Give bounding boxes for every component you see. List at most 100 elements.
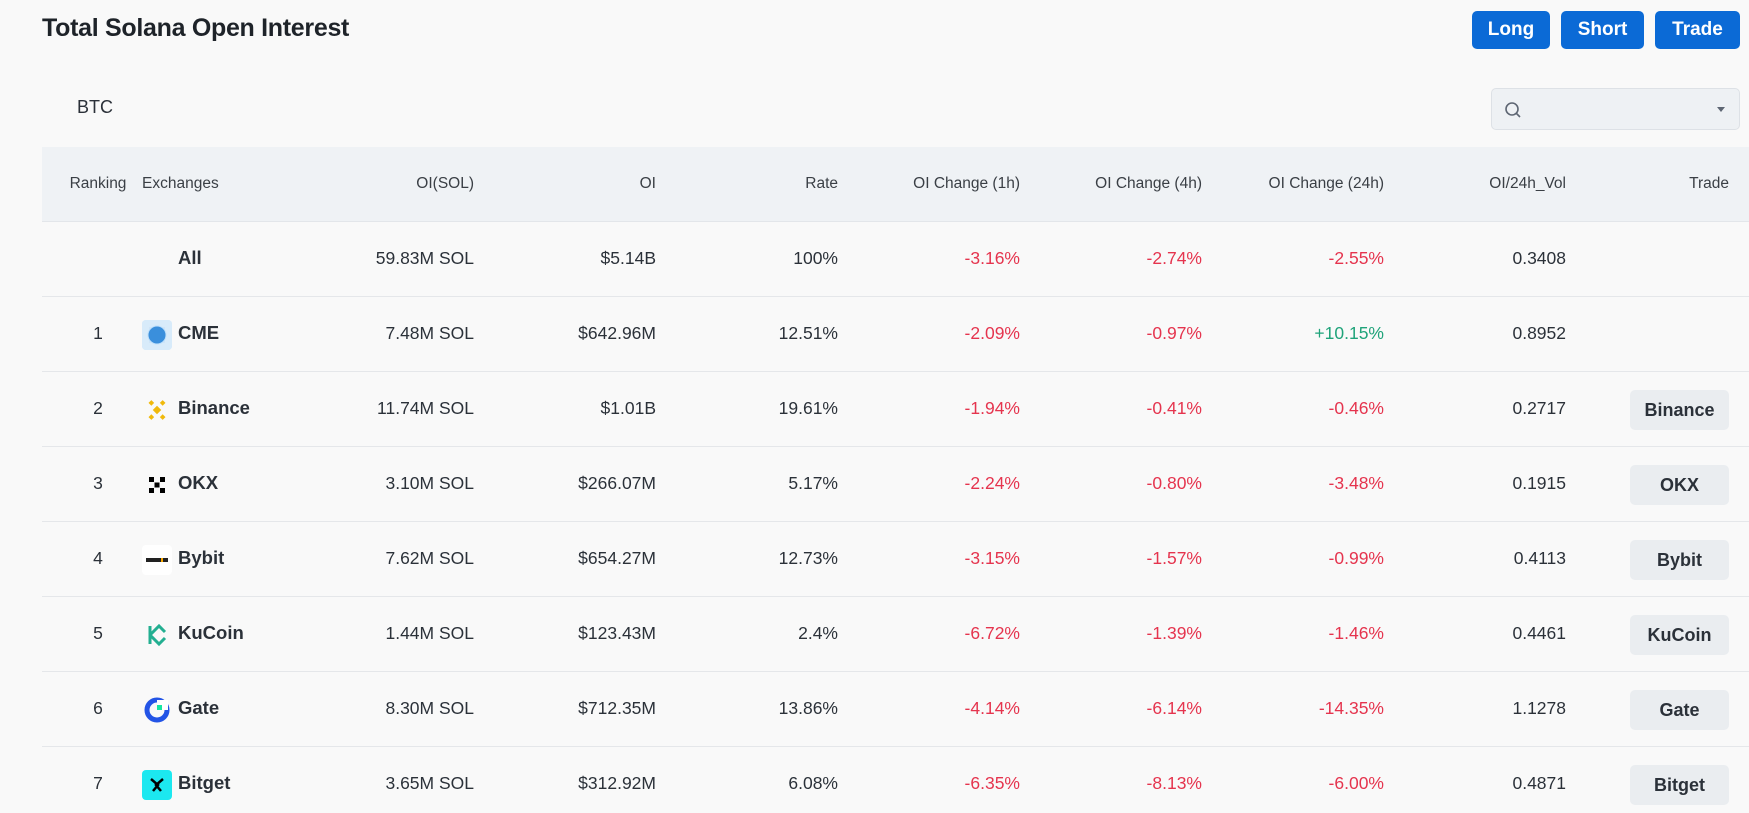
table-cell: -6.14%	[1146, 698, 1202, 718]
logo-graphic	[148, 400, 166, 420]
table-cell: -6.00%	[1328, 773, 1384, 793]
column-header: OI(SOL)	[416, 175, 474, 192]
table-cell: 0.2717	[1512, 398, 1566, 418]
table-cell: 7.62M SOL	[385, 548, 474, 568]
table-cell: -2.24%	[964, 473, 1020, 493]
table-cell: 7	[93, 773, 103, 793]
table-cell: $712.35M	[578, 698, 656, 718]
table-cell: 7.48M SOL	[385, 323, 474, 343]
exchange-name: Bitget	[178, 772, 231, 793]
table-header: Ranking Exchanges OI(SOL) OI Rate OI Change (…	[42, 147, 1749, 222]
table-cell: $654.27M	[578, 548, 656, 568]
exchange-logo	[142, 545, 172, 575]
trade-button[interactable]: Trade	[1655, 11, 1740, 49]
table-cell: -0.97%	[1146, 323, 1202, 343]
table-cell: 3.65M SOL	[385, 773, 474, 793]
table-cell: 11.74M SOL	[377, 398, 474, 418]
logo-graphic	[150, 778, 164, 792]
column-header: Trade	[1689, 175, 1729, 192]
table-cell: +10.15%	[1314, 323, 1384, 343]
exchange-name: Gate	[178, 697, 220, 718]
table-row: All 59.83M SOL $5.14B 100% -3.16% -2.74% -2.55…	[42, 222, 1749, 297]
table-cell: -1.39%	[1146, 623, 1202, 643]
column-header: Rate	[805, 175, 838, 192]
coin-tab[interactable]: BTC	[77, 97, 113, 117]
short-button[interactable]: Short	[1561, 11, 1644, 49]
column-header: OI Change (4h)	[1095, 175, 1202, 192]
table-cell: -6.35%	[964, 773, 1020, 793]
table-cell: 0.4461	[1512, 623, 1566, 643]
column-header: OI	[639, 175, 656, 192]
table-cell: 13.86%	[778, 698, 838, 718]
exchange-name: CME	[178, 322, 220, 343]
exchange-name: KuCoin	[178, 622, 244, 643]
exchange-name: Bybit	[178, 547, 225, 568]
column-header: OI Change (24h)	[1268, 175, 1384, 192]
trade-link-button[interactable]: OKX	[1630, 465, 1729, 505]
logo-graphic	[144, 557, 170, 563]
table-cell: $123.43M	[578, 623, 656, 643]
table-cell: 0.3408	[1512, 248, 1566, 268]
table-cell: -3.16%	[964, 248, 1020, 268]
coin-tabs: BTCETHSOLXRPHYPEDOGEBNBBCHADAXAUTSUILINK…	[42, 88, 1482, 130]
table-cell: -0.46%	[1328, 398, 1384, 418]
trade-link-button[interactable]: Binance	[1630, 390, 1729, 430]
column-header: Exchanges	[142, 175, 219, 192]
table-cell: $312.92M	[578, 773, 656, 793]
table-cell: 0.1915	[1512, 473, 1566, 493]
trade-link-button[interactable]: Gate	[1630, 690, 1729, 730]
table-cell: -2.09%	[964, 323, 1020, 343]
table-row: 4 Bybit 7.62M SOL $654.27M 12.73% -3.15% -1.57…	[42, 522, 1749, 597]
table-cell: -14.35%	[1318, 698, 1384, 718]
column-header: OI/24h_Vol	[1489, 175, 1566, 192]
table-row: 7 Bitget 3.65M SOL $312.92M 6.08% -6.35% -8.13…	[42, 747, 1749, 813]
table-cell: 12.73%	[778, 548, 838, 568]
exchange-logo	[142, 320, 172, 350]
search-icons	[1505, 102, 1725, 118]
exchange-name: All	[178, 247, 202, 268]
long-button[interactable]: Long	[1472, 11, 1550, 49]
table-cell: -0.99%	[1328, 548, 1384, 568]
table-cell: -0.41%	[1146, 398, 1202, 418]
table-cell: 19.61%	[778, 398, 838, 418]
table-cell: -1.46%	[1328, 623, 1384, 643]
exchange-name: Binance	[178, 397, 250, 418]
table-cell: -1.94%	[964, 398, 1020, 418]
table-cell: 6	[93, 698, 103, 718]
table-row: 2 Binance 11.74M SOL $1.01B 19.61% -1.94% -0.4…	[42, 372, 1749, 447]
table-cell: 4	[93, 548, 103, 568]
table-cell: 0.4871	[1512, 773, 1566, 793]
logo-graphic	[149, 477, 165, 493]
table-cell: 0.4113	[1513, 548, 1566, 568]
table-cell: $642.96M	[578, 323, 656, 343]
trade-link-button[interactable]: Bitget	[1630, 765, 1729, 805]
table-cell: -1.57%	[1146, 548, 1202, 568]
table-cell: 0.8952	[1512, 323, 1566, 343]
table-cell: 1	[93, 323, 103, 343]
table-cell: 5.17%	[788, 473, 838, 493]
exchange-logo	[142, 770, 172, 800]
table-cell: 1.1278	[1512, 698, 1566, 718]
table-cell: 100%	[793, 248, 838, 268]
page-title: Total Solana Open Interest	[42, 14, 350, 42]
table-row: 1 CME 7.48M SOL $642.96M 12.51% -2.09% -0.97% +…	[42, 297, 1749, 372]
table-cell: 8.30M SOL	[385, 698, 474, 718]
exchange-logo	[142, 695, 172, 725]
table-cell: 5	[93, 623, 103, 643]
exchange-logo	[142, 395, 172, 425]
search-box[interactable]	[1491, 88, 1740, 130]
exchange-logo	[142, 470, 172, 500]
trade-link-button[interactable]: KuCoin	[1630, 615, 1729, 655]
table-cell: $266.07M	[578, 473, 656, 493]
table-row: 5 KuCoin 1.44M SOL $123.43M 2.4% -6.72% -1.39%…	[42, 597, 1749, 672]
table-row: 3 OKX 3.10M SOL $266.07M 5.17% -2.24% -0.80% -3…	[42, 447, 1749, 522]
table-cell: -4.14%	[964, 698, 1020, 718]
trade-link-button[interactable]: Bybit	[1630, 540, 1729, 580]
table-cell: -3.15%	[964, 548, 1020, 568]
coin-tab[interactable]: ETH	[42, 127, 148, 130]
table-cell: -6.72%	[964, 623, 1020, 643]
table-cell: 12.51%	[778, 323, 838, 343]
table-row: 6 Gate 8.30M SOL $712.35M 13.86% -4.14% -6.14%…	[42, 672, 1749, 747]
logo-graphic	[147, 325, 167, 345]
